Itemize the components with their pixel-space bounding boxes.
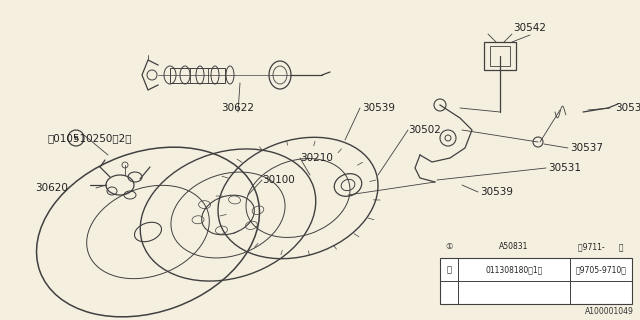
Text: 30622: 30622 [221,103,255,113]
FancyBboxPatch shape [440,258,632,304]
Text: A100001049: A100001049 [585,307,634,316]
Text: 30502: 30502 [408,125,441,135]
Text: 011308180（1）: 011308180（1） [485,265,543,274]
Text: （9705-9710）: （9705-9710） [575,265,627,274]
Text: 30542: 30542 [513,23,547,33]
Text: Ⓑ: Ⓑ [447,265,451,274]
Text: B: B [74,135,79,140]
Text: A50831: A50831 [499,242,529,251]
Text: 30531: 30531 [548,163,581,173]
Text: 30539: 30539 [362,103,395,113]
Text: ①: ① [445,242,452,251]
Text: 30534: 30534 [615,103,640,113]
Text: 30537: 30537 [570,143,603,153]
Text: 30210: 30210 [300,153,333,163]
Text: 30620: 30620 [35,183,68,193]
Text: Ⓑ010510250（2）: Ⓑ010510250（2） [48,133,132,143]
Text: （9711-      ）: （9711- ） [579,242,624,251]
Text: 30100: 30100 [262,175,295,185]
Text: 30539: 30539 [480,187,513,197]
